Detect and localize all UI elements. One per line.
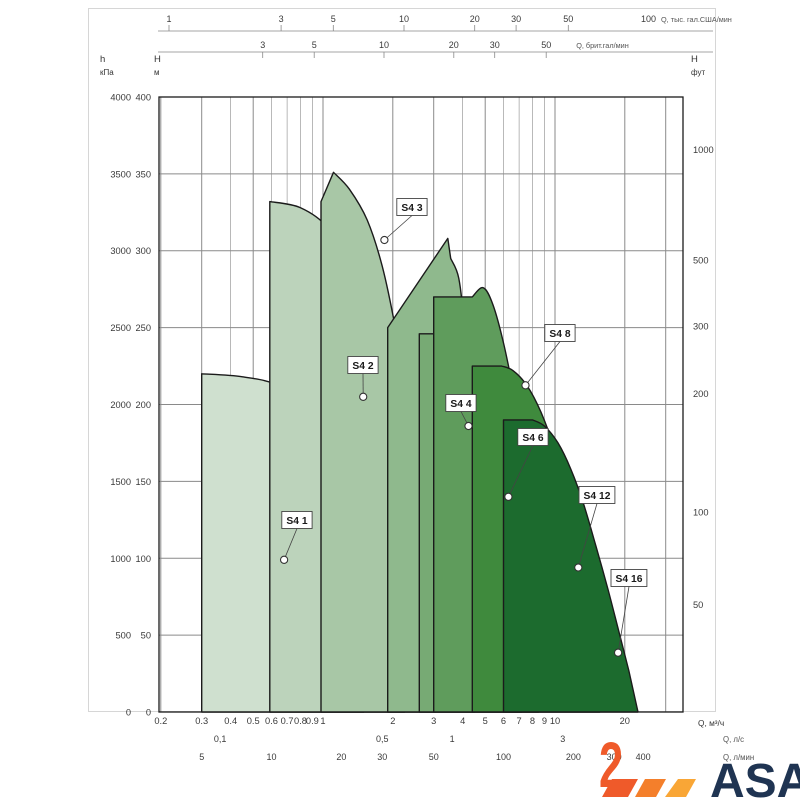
svg-text:3: 3	[431, 716, 436, 726]
svg-text:100: 100	[496, 752, 511, 762]
svg-text:0.5: 0.5	[247, 716, 260, 726]
svg-text:м: м	[154, 68, 160, 77]
svg-text:S4 4: S4 4	[450, 399, 471, 410]
svg-text:1: 1	[166, 14, 171, 24]
svg-text:300: 300	[135, 246, 151, 256]
svg-text:S4 1: S4 1	[286, 516, 307, 527]
svg-text:400: 400	[135, 93, 151, 103]
svg-text:S4 3: S4 3	[401, 203, 422, 214]
svg-text:0.3: 0.3	[195, 716, 208, 726]
svg-text:300: 300	[693, 322, 709, 332]
svg-text:5: 5	[331, 14, 336, 24]
svg-text:200: 200	[693, 389, 709, 399]
svg-text:кПа: кПа	[100, 68, 114, 77]
svg-text:20: 20	[336, 752, 346, 762]
svg-text:250: 250	[135, 323, 151, 333]
svg-text:Q, м³/ч: Q, м³/ч	[698, 718, 724, 728]
svg-text:3500: 3500	[110, 169, 131, 179]
svg-text:1000: 1000	[110, 554, 131, 564]
svg-text:10: 10	[399, 14, 409, 24]
svg-text:5: 5	[483, 716, 488, 726]
svg-text:30: 30	[511, 14, 521, 24]
svg-text:400: 400	[636, 752, 651, 762]
svg-text:4: 4	[460, 716, 465, 726]
svg-text:0,5: 0,5	[376, 734, 389, 744]
svg-text:20: 20	[470, 14, 480, 24]
svg-text:0,1: 0,1	[214, 734, 227, 744]
svg-text:0.7: 0.7	[281, 716, 294, 726]
svg-text:20: 20	[449, 40, 459, 50]
svg-text:Q, л/с: Q, л/с	[723, 735, 744, 744]
svg-text:9: 9	[542, 716, 547, 726]
svg-text:S4 16: S4 16	[616, 574, 643, 585]
svg-text:5: 5	[312, 40, 317, 50]
svg-text:0: 0	[126, 708, 131, 718]
svg-text:S4 6: S4 6	[522, 433, 543, 444]
svg-text:6: 6	[501, 716, 506, 726]
svg-text:S4 2: S4 2	[352, 361, 373, 372]
svg-text:100: 100	[693, 508, 709, 518]
svg-text:200: 200	[135, 400, 151, 410]
svg-text:3: 3	[560, 734, 565, 744]
svg-text:H: H	[691, 54, 698, 65]
svg-text:1: 1	[450, 734, 455, 744]
svg-text:ASAO: ASAO	[710, 755, 800, 800]
svg-text:H: H	[154, 54, 161, 65]
svg-text:5: 5	[199, 752, 204, 762]
svg-text:50: 50	[429, 752, 439, 762]
svg-text:7: 7	[517, 716, 522, 726]
svg-text:1: 1	[320, 716, 325, 726]
svg-text:0: 0	[146, 708, 151, 718]
svg-text:500: 500	[693, 256, 709, 266]
svg-text:10: 10	[266, 752, 276, 762]
svg-text:2000: 2000	[110, 400, 131, 410]
svg-text:0.4: 0.4	[224, 716, 237, 726]
svg-text:10: 10	[550, 716, 560, 726]
svg-text:Q, брит.гал/мин: Q, брит.гал/мин	[576, 41, 629, 50]
svg-text:фут: фут	[691, 68, 705, 77]
svg-text:200: 200	[566, 752, 581, 762]
svg-text:30: 30	[490, 40, 500, 50]
svg-text:0.6: 0.6	[265, 716, 278, 726]
svg-text:2500: 2500	[110, 323, 131, 333]
svg-text:500: 500	[115, 631, 131, 641]
svg-text:3000: 3000	[110, 246, 131, 256]
svg-text:1500: 1500	[110, 477, 131, 487]
svg-text:100: 100	[641, 14, 656, 24]
svg-text:50: 50	[693, 600, 703, 610]
svg-text:150: 150	[135, 477, 151, 487]
svg-text:h: h	[100, 54, 105, 65]
svg-text:S4 12: S4 12	[584, 491, 611, 502]
svg-text:Q, тыс. гал.США/мин: Q, тыс. гал.США/мин	[661, 15, 732, 24]
svg-text:50: 50	[563, 14, 573, 24]
svg-text:4000: 4000	[110, 93, 131, 103]
svg-text:20: 20	[620, 716, 630, 726]
svg-text:0.2: 0.2	[154, 716, 167, 726]
svg-text:10: 10	[379, 40, 389, 50]
svg-text:100: 100	[135, 554, 151, 564]
svg-text:0.9: 0.9	[306, 716, 319, 726]
svg-text:1000: 1000	[693, 145, 714, 155]
svg-text:3: 3	[279, 14, 284, 24]
svg-text:30: 30	[377, 752, 387, 762]
svg-text:8: 8	[530, 716, 535, 726]
svg-text:S4 8: S4 8	[549, 329, 570, 340]
svg-text:3: 3	[260, 40, 265, 50]
svg-text:50: 50	[141, 631, 151, 641]
svg-text:350: 350	[135, 169, 151, 179]
svg-text:2: 2	[390, 716, 395, 726]
svg-text:50: 50	[541, 40, 551, 50]
